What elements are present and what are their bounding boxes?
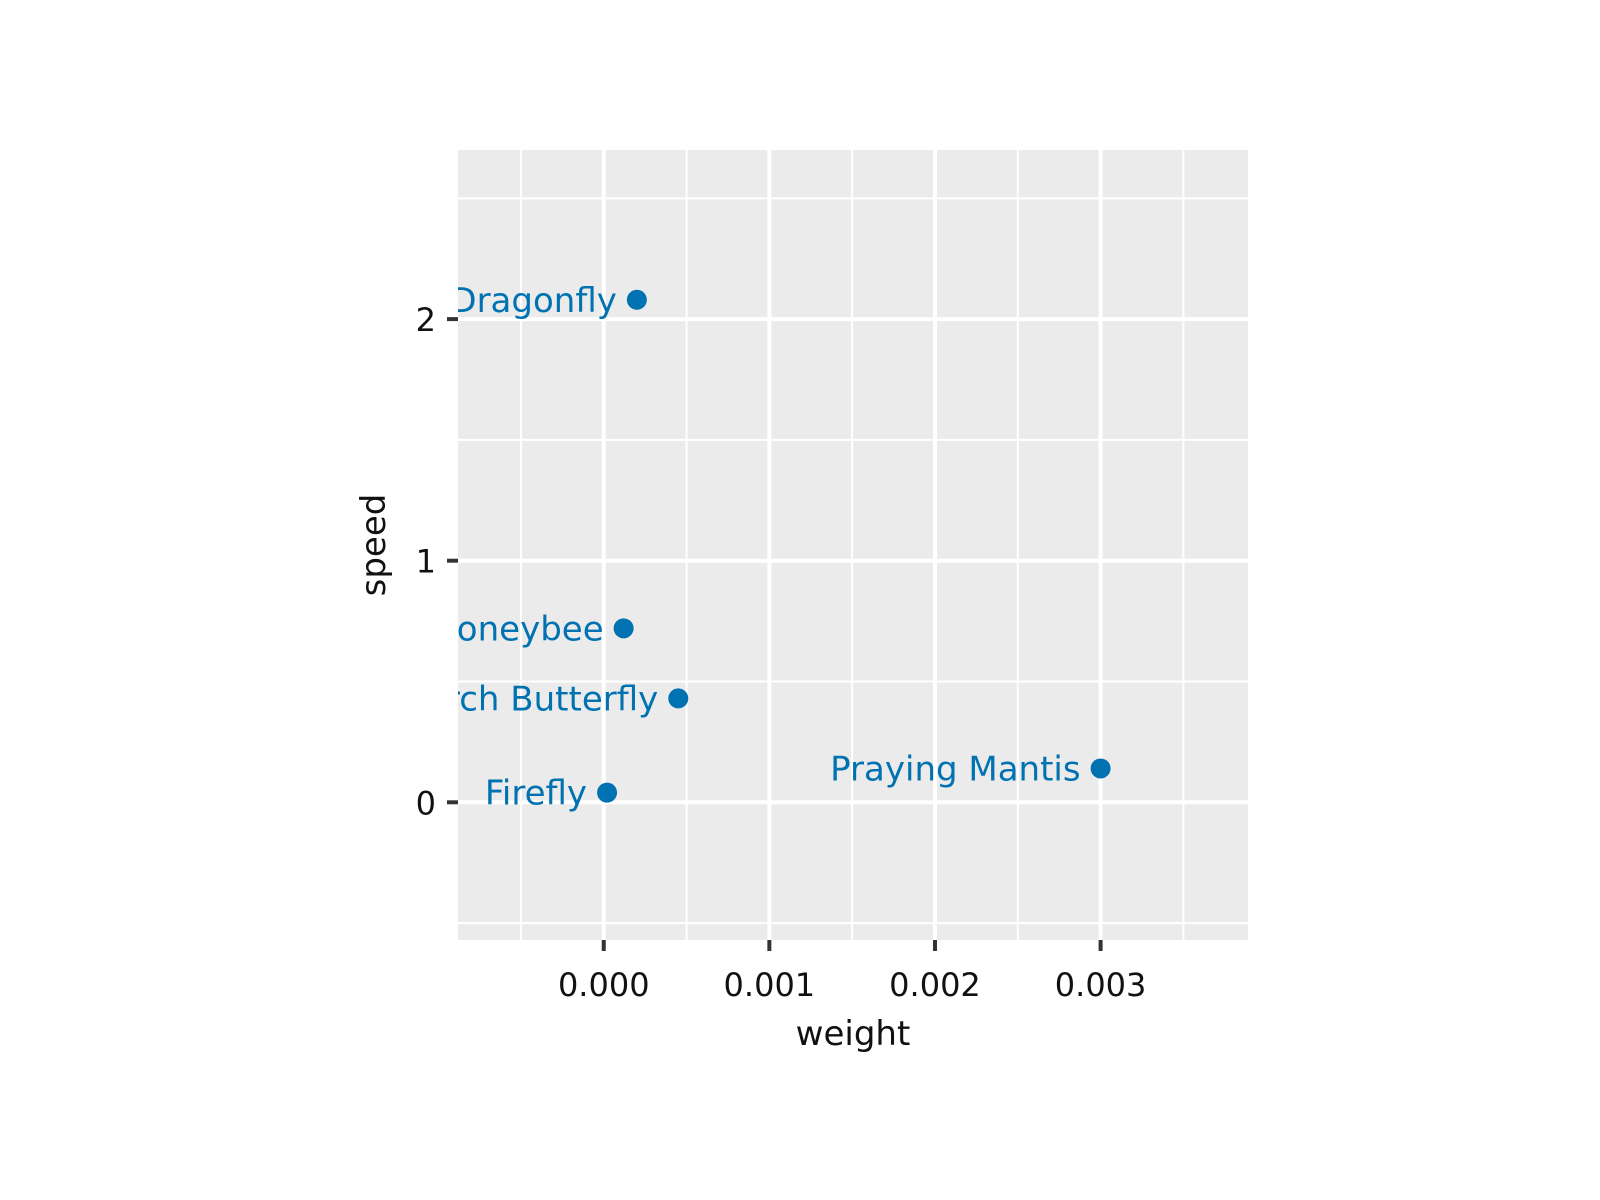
data-point <box>626 289 647 310</box>
minor-gridlines <box>458 150 1248 940</box>
y-tick-label: 2 <box>416 301 436 339</box>
data-point <box>668 688 689 709</box>
y-axis: 0 1 2 <box>416 301 458 822</box>
y-tick-label: 1 <box>416 543 436 581</box>
point-label: Firefly <box>485 774 587 814</box>
point-label: Dragonfly <box>450 281 616 321</box>
point-label: Praying Mantis <box>830 749 1080 789</box>
data-point <box>1090 758 1111 779</box>
y-axis-title: speed <box>354 494 394 597</box>
x-tick-label: 0.003 <box>1055 966 1147 1004</box>
x-tick-label: 0.002 <box>889 966 981 1004</box>
point-label: Monarch Butterfly <box>353 679 658 719</box>
data-point <box>613 618 634 639</box>
x-tick-label: 0.001 <box>724 966 816 1004</box>
x-axis: 0.000 0.001 0.002 0.003 <box>558 940 1146 1004</box>
data-layer: Dragonfly Honeybee Monarch Butterfly Prayin… <box>353 281 1111 814</box>
x-axis-title: weight <box>796 1014 911 1054</box>
y-tick-label: 0 <box>416 784 436 822</box>
data-point <box>597 782 618 803</box>
x-tick-label: 0.000 <box>558 966 650 1004</box>
major-gridlines <box>458 150 1248 940</box>
point-label: Honeybee <box>431 609 603 649</box>
